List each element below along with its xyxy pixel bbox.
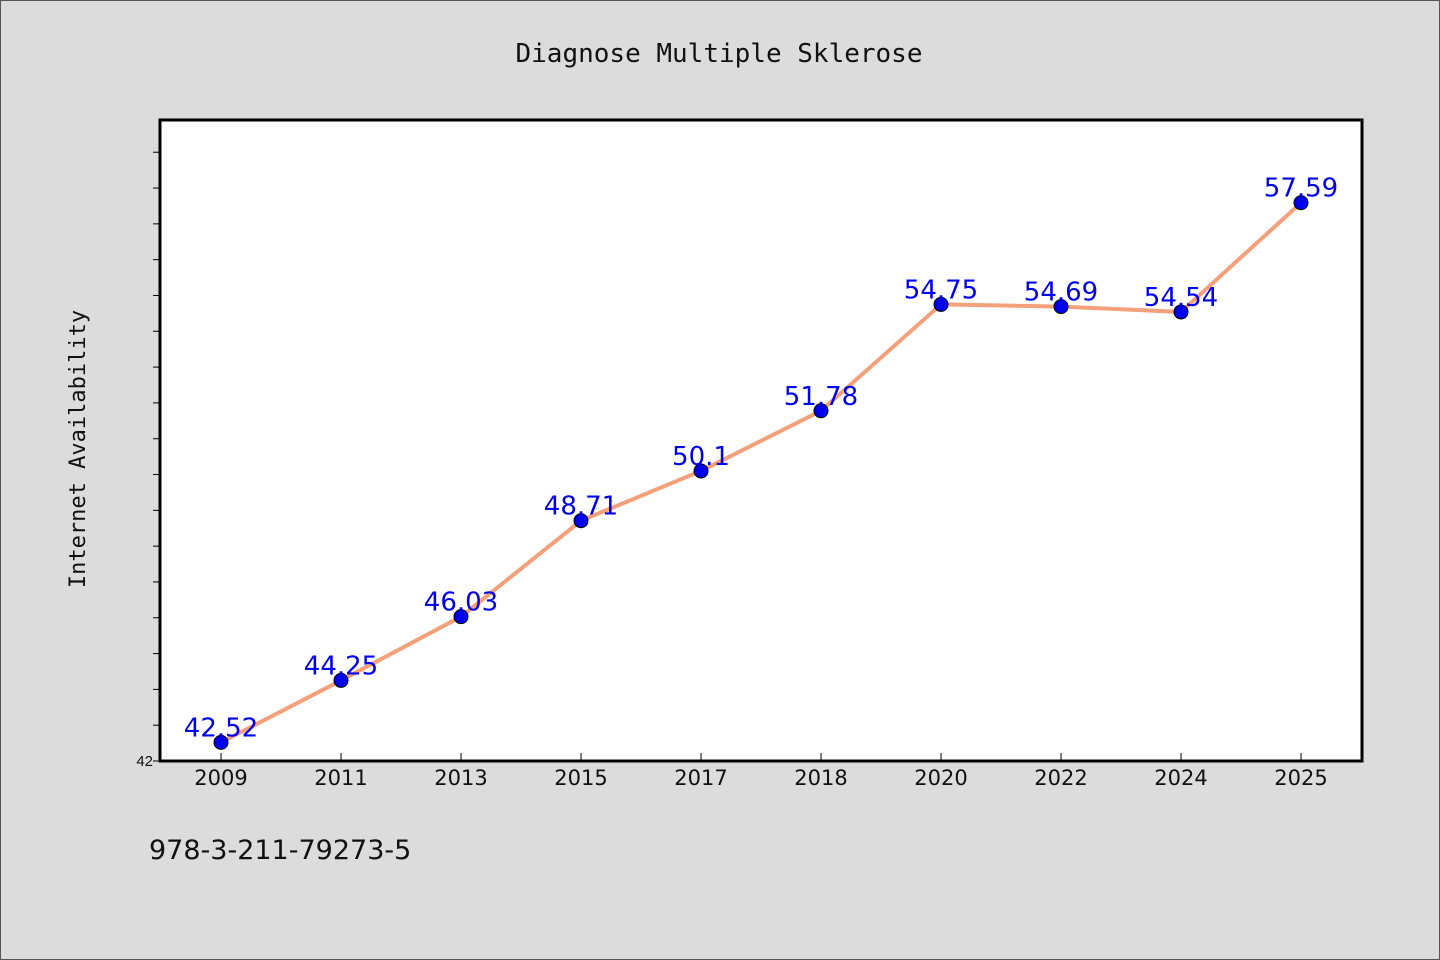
- data-label: 51.78: [784, 382, 858, 412]
- series-group: 42.52 44.25 46.03 48.71 50.1 51.78 54.75 54.69 5…: [184, 174, 1338, 750]
- x-tick-label: 2017: [674, 766, 727, 790]
- data-label: 48.71: [544, 492, 618, 522]
- x-axis-ticks: 2009 2011 2013 2015 2017 2018 2020 2022 2024 2025: [194, 753, 1328, 790]
- data-label: 50.1: [672, 442, 730, 472]
- x-tick-label: 2011: [314, 766, 367, 790]
- data-point: [573, 513, 589, 529]
- data-label: 57.59: [1264, 174, 1338, 204]
- x-tick-label: 2020: [914, 766, 967, 790]
- data-point: [453, 609, 469, 625]
- x-tick-label: 2024: [1154, 766, 1207, 790]
- x-tick-label: 2018: [794, 766, 847, 790]
- data-point: [213, 734, 229, 750]
- x-tick-label: 2025: [1274, 766, 1327, 790]
- data-point: [1053, 299, 1069, 315]
- data-label: 44.25: [304, 651, 378, 681]
- y-axis-label: Internet Availability: [66, 310, 91, 588]
- data-label: 54.75: [904, 275, 978, 305]
- chart-title: Diagnose Multiple Sklerose: [516, 39, 923, 69]
- x-tick-label: 2013: [434, 766, 487, 790]
- x-tick-label: 2022: [1034, 766, 1087, 790]
- data-point: [1173, 304, 1189, 320]
- data-point: [933, 296, 949, 312]
- data-point: [1293, 195, 1309, 211]
- data-label: 54.69: [1024, 278, 1098, 308]
- data-point: [333, 672, 349, 688]
- x-tick-label: 2009: [194, 766, 247, 790]
- data-point: [813, 403, 829, 419]
- series-line: [219, 200, 1303, 745]
- data-label: 54.54: [1144, 283, 1218, 313]
- y-axis-ticks: 42: [136, 151, 160, 770]
- y-tick-label: 42: [136, 753, 153, 770]
- data-point: [693, 463, 709, 479]
- x-tick-label: 2015: [554, 766, 607, 790]
- footer-code: 978-3-211-79273-5: [149, 835, 412, 866]
- data-label: 46.03: [424, 588, 498, 618]
- data-label: 42.52: [184, 713, 258, 743]
